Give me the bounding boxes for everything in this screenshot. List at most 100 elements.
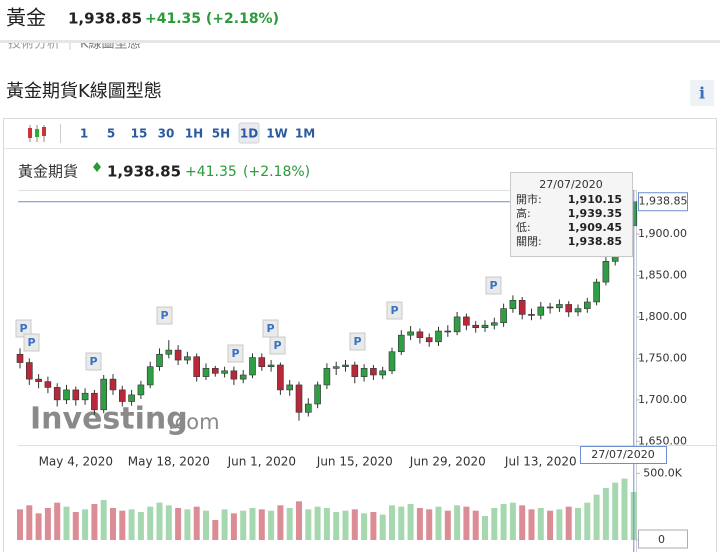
tooltip-box [510, 172, 633, 257]
interval-button[interactable]: 1M [295, 127, 315, 141]
interval-button[interactable]: 1 [80, 127, 88, 141]
volume-bar [500, 504, 507, 540]
volume-bar [575, 508, 581, 540]
volume-bar [156, 502, 163, 540]
candle-body [323, 368, 331, 386]
price-marker: 1,938.85 [639, 195, 688, 208]
interval-button[interactable]: 1H [185, 127, 203, 141]
volume-bar [379, 514, 386, 540]
volume-bar [17, 509, 23, 540]
event-flag[interactable] [349, 332, 366, 351]
info-icon[interactable]: i [699, 84, 705, 103]
candle-body [230, 370, 238, 380]
volume-bar [249, 508, 256, 540]
interval-selected [238, 122, 260, 144]
candle-body [165, 349, 173, 355]
watermark-suffix: .com [168, 410, 220, 434]
volume-bar [26, 505, 33, 540]
event-flag-label[interactable]: P [353, 335, 361, 348]
volume-bar [268, 510, 275, 540]
volume-tick-label: 500.0K [643, 466, 682, 479]
tooltip-label: 低: [516, 221, 531, 234]
candle-body [342, 364, 349, 367]
candle-body [565, 304, 573, 313]
event-flag-label[interactable]: P [27, 336, 35, 349]
volume-bar [286, 508, 293, 540]
volume-bar [184, 509, 191, 540]
event-flag-label[interactable]: P [231, 347, 239, 360]
event-flag[interactable] [23, 333, 40, 352]
volume-bar [91, 504, 98, 540]
candle-body [295, 384, 303, 413]
event-flag[interactable] [386, 301, 403, 320]
candle-body [277, 364, 284, 391]
candle-body [137, 384, 145, 396]
candle-body [509, 300, 517, 309]
volume-bar [398, 506, 405, 540]
volume-tick-label: 0 [658, 533, 665, 546]
candle-body [72, 389, 80, 401]
volume-bar [314, 506, 321, 540]
header-shadow [0, 40, 720, 43]
candle-body [435, 330, 442, 343]
event-flag[interactable] [156, 306, 173, 325]
volume-bar [258, 509, 265, 540]
volume-bar [584, 502, 591, 540]
event-flag[interactable] [85, 352, 102, 371]
legend-change: +41.35 [185, 164, 237, 180]
volume-bar [612, 482, 619, 540]
volume-bar [240, 510, 247, 540]
candle-body [239, 374, 247, 380]
y-tick-label: 1,650.00 [638, 434, 687, 447]
tooltip-label: 高: [516, 206, 531, 220]
section-title: 黃金期貨K線圖型態 [6, 81, 162, 102]
candle-body [286, 384, 294, 391]
candle-body [593, 281, 600, 303]
interval-button[interactable]: 1W [266, 127, 288, 141]
candle-body [425, 337, 433, 343]
event-flag-label[interactable]: P [273, 339, 281, 352]
volume-bar [472, 510, 479, 540]
volume-bar [454, 505, 461, 540]
info-button[interactable] [690, 80, 714, 106]
interval-button[interactable]: 5H [212, 127, 230, 141]
interval-button[interactable]: 1D [240, 127, 258, 141]
volume-bar [416, 508, 423, 540]
volume-bar [119, 510, 126, 540]
volume-bar [35, 513, 42, 540]
price-marker-box [638, 192, 688, 212]
volume-bar [407, 504, 414, 540]
volume-bar [305, 509, 312, 540]
volume-bar [389, 505, 395, 540]
event-flag[interactable] [227, 344, 244, 363]
candle-body [184, 356, 191, 361]
volume-bar [72, 512, 79, 540]
candle-body [258, 357, 266, 367]
tooltip-value: 1,938.85 [568, 235, 622, 248]
candle-body [379, 370, 387, 376]
volume-bar [444, 510, 451, 540]
interval-button[interactable]: 15 [131, 127, 148, 141]
event-flag-label[interactable]: P [160, 309, 168, 322]
candle-body [556, 304, 563, 309]
chart-type-icon[interactable] [28, 125, 46, 142]
volume-bar [528, 509, 535, 540]
interval-button[interactable]: 30 [158, 127, 175, 141]
event-flag-label[interactable]: P [489, 279, 497, 292]
interval-button[interactable]: 5 [107, 127, 115, 141]
candle-body [351, 364, 359, 377]
candle-body [453, 316, 461, 333]
event-flag-label[interactable]: P [19, 322, 27, 335]
candle-body [174, 349, 182, 361]
event-flag[interactable] [269, 336, 286, 355]
candle-body [109, 378, 117, 391]
event-flag-label[interactable]: P [390, 304, 398, 317]
event-flag[interactable] [485, 276, 502, 295]
candle-body [332, 366, 340, 369]
event-flag-label[interactable]: P [89, 355, 97, 368]
tooltip-date: 27/07/2020 [539, 178, 602, 191]
volume-bar [547, 510, 554, 540]
event-flag-label[interactable]: P [266, 322, 274, 335]
volume-bar [100, 500, 107, 540]
y-tick-label: 1,800.00 [638, 310, 687, 323]
